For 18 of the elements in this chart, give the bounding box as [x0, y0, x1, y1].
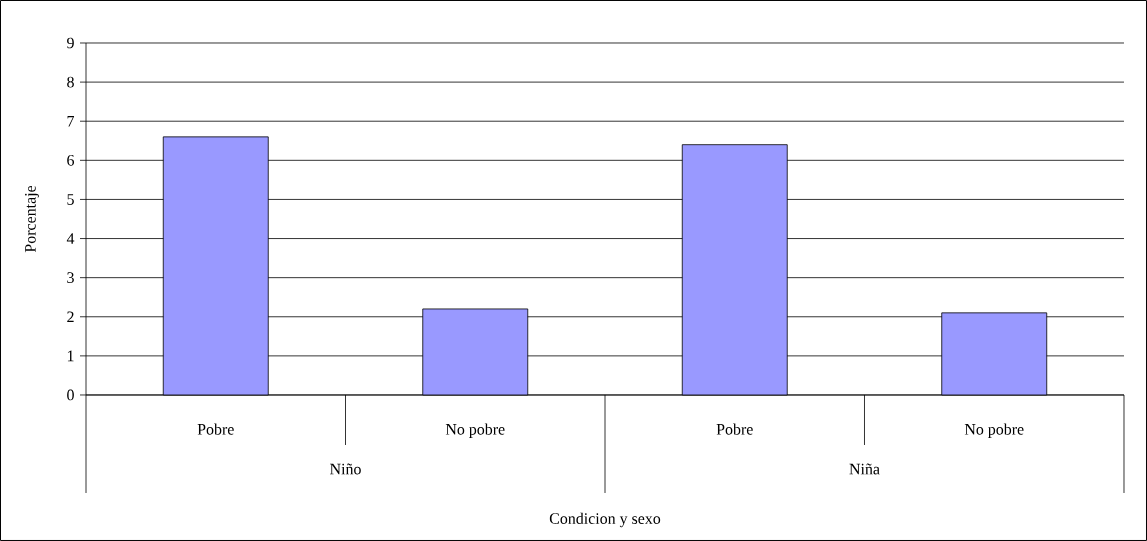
y-tick-label: 0 [67, 389, 74, 401]
x-axis-title: Condicion y sexo [549, 512, 661, 528]
y-tick-label: 4 [66, 233, 75, 244]
y-tick-label: 2 [67, 311, 74, 323]
y-tick-label: 6 [67, 154, 75, 166]
y-tick-label: 7 [67, 116, 75, 127]
y-axis-title: Porcentaje [25, 185, 39, 253]
x-tick-label: No pobre [445, 423, 505, 438]
y-tick-label: 8 [67, 76, 74, 88]
x-tick-label: Pobre [716, 423, 753, 435]
y-tick-label: 9 [67, 37, 74, 49]
text: Niña [849, 463, 880, 475]
y-tick-label: 5 [67, 194, 74, 205]
y-tick-label: 3 [67, 272, 74, 284]
x-tick-label: Pobre [197, 423, 234, 435]
text: Niño [330, 463, 361, 475]
x-tick-label: No pobre [964, 423, 1024, 438]
y-tick-label: 1 [67, 350, 74, 362]
